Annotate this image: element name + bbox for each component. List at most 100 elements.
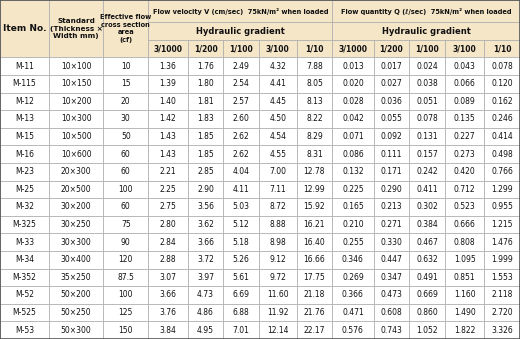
Text: 4.86: 4.86 xyxy=(197,308,214,317)
Bar xyxy=(224,57,259,75)
Text: 0.132: 0.132 xyxy=(342,167,363,176)
Bar xyxy=(409,75,445,93)
Text: M-13: M-13 xyxy=(15,115,34,123)
Bar xyxy=(296,40,332,57)
Bar xyxy=(259,233,296,251)
Bar xyxy=(445,181,484,198)
Bar xyxy=(49,321,103,339)
Bar xyxy=(332,128,373,145)
Bar xyxy=(332,0,520,22)
Text: 0.092: 0.092 xyxy=(381,132,402,141)
Text: M-16: M-16 xyxy=(15,149,34,159)
Bar xyxy=(259,321,296,339)
Text: 3.62: 3.62 xyxy=(197,220,214,229)
Text: 1.095: 1.095 xyxy=(454,255,475,264)
Text: 0.043: 0.043 xyxy=(453,62,476,71)
Text: 3.76: 3.76 xyxy=(160,308,176,317)
Text: 2.118: 2.118 xyxy=(491,291,513,299)
Text: 2.49: 2.49 xyxy=(233,62,250,71)
Bar xyxy=(332,321,373,339)
Bar xyxy=(0,268,49,286)
Text: 0.135: 0.135 xyxy=(454,115,475,123)
Text: Flow quantity Q (ℓ/sec)  75kN/m² when loaded: Flow quantity Q (ℓ/sec) 75kN/m² when loa… xyxy=(341,7,511,15)
Bar xyxy=(484,145,520,163)
Text: 1.052: 1.052 xyxy=(417,326,438,335)
Text: 1.83: 1.83 xyxy=(197,115,214,123)
Bar xyxy=(188,110,224,128)
Text: 0.808: 0.808 xyxy=(454,238,475,247)
Text: 1.40: 1.40 xyxy=(160,97,176,106)
Text: 30×300: 30×300 xyxy=(61,238,92,247)
Bar xyxy=(445,40,484,57)
Text: 8.05: 8.05 xyxy=(306,79,323,88)
Bar xyxy=(0,304,49,321)
Bar xyxy=(445,233,484,251)
Text: 0.120: 0.120 xyxy=(491,79,513,88)
Text: 0.346: 0.346 xyxy=(342,255,364,264)
Bar xyxy=(49,75,103,93)
Bar xyxy=(373,216,409,233)
Bar xyxy=(49,251,103,268)
Text: M-11: M-11 xyxy=(15,62,34,71)
Text: Effective flow
cross section
area
(cf): Effective flow cross section area (cf) xyxy=(100,15,151,43)
Bar xyxy=(296,93,332,110)
Bar xyxy=(409,216,445,233)
Bar xyxy=(0,75,49,93)
Text: 8.22: 8.22 xyxy=(306,115,323,123)
Text: 6.88: 6.88 xyxy=(233,308,250,317)
Bar xyxy=(188,57,224,75)
Text: 3.326: 3.326 xyxy=(491,326,513,335)
Text: 1/100: 1/100 xyxy=(229,44,253,53)
Bar xyxy=(373,163,409,181)
Bar xyxy=(224,216,259,233)
Text: Hydraulic gradient: Hydraulic gradient xyxy=(382,27,471,36)
Text: 100: 100 xyxy=(119,291,133,299)
Bar xyxy=(409,233,445,251)
Bar xyxy=(148,75,188,93)
Bar xyxy=(484,128,520,145)
Bar xyxy=(484,57,520,75)
Text: 2.84: 2.84 xyxy=(160,238,176,247)
Bar xyxy=(445,75,484,93)
Text: 15: 15 xyxy=(121,79,131,88)
Text: 2.21: 2.21 xyxy=(160,167,176,176)
Text: 8.72: 8.72 xyxy=(269,202,286,212)
Bar xyxy=(296,163,332,181)
Bar xyxy=(332,216,373,233)
Bar xyxy=(188,128,224,145)
Text: 4.41: 4.41 xyxy=(269,79,287,88)
Text: 0.027: 0.027 xyxy=(381,79,402,88)
Text: M-25: M-25 xyxy=(15,185,34,194)
Bar xyxy=(148,233,188,251)
Bar xyxy=(148,40,188,57)
Bar xyxy=(484,75,520,93)
Bar xyxy=(296,110,332,128)
Bar xyxy=(103,75,148,93)
Text: M-53: M-53 xyxy=(15,326,34,335)
Bar xyxy=(296,128,332,145)
Text: 7.88: 7.88 xyxy=(306,62,323,71)
Bar xyxy=(188,93,224,110)
Text: 30×250: 30×250 xyxy=(61,220,92,229)
Bar xyxy=(188,40,224,57)
Text: 0.089: 0.089 xyxy=(454,97,475,106)
Bar xyxy=(373,181,409,198)
Text: 0.491: 0.491 xyxy=(416,273,438,282)
Bar xyxy=(373,251,409,268)
Text: 0.242: 0.242 xyxy=(417,167,438,176)
Text: 8.29: 8.29 xyxy=(306,132,323,141)
Bar xyxy=(445,128,484,145)
Text: 20×300: 20×300 xyxy=(61,167,92,176)
Bar xyxy=(0,181,49,198)
Bar xyxy=(148,286,188,304)
Bar xyxy=(224,268,259,286)
Bar xyxy=(148,93,188,110)
Text: Standard
(Thickness ×
Width mm): Standard (Thickness × Width mm) xyxy=(49,18,102,39)
Bar xyxy=(373,57,409,75)
Bar xyxy=(0,163,49,181)
Bar xyxy=(373,233,409,251)
Text: 0.743: 0.743 xyxy=(381,326,402,335)
Bar xyxy=(259,40,296,57)
Bar xyxy=(103,128,148,145)
Text: 0.131: 0.131 xyxy=(417,132,438,141)
